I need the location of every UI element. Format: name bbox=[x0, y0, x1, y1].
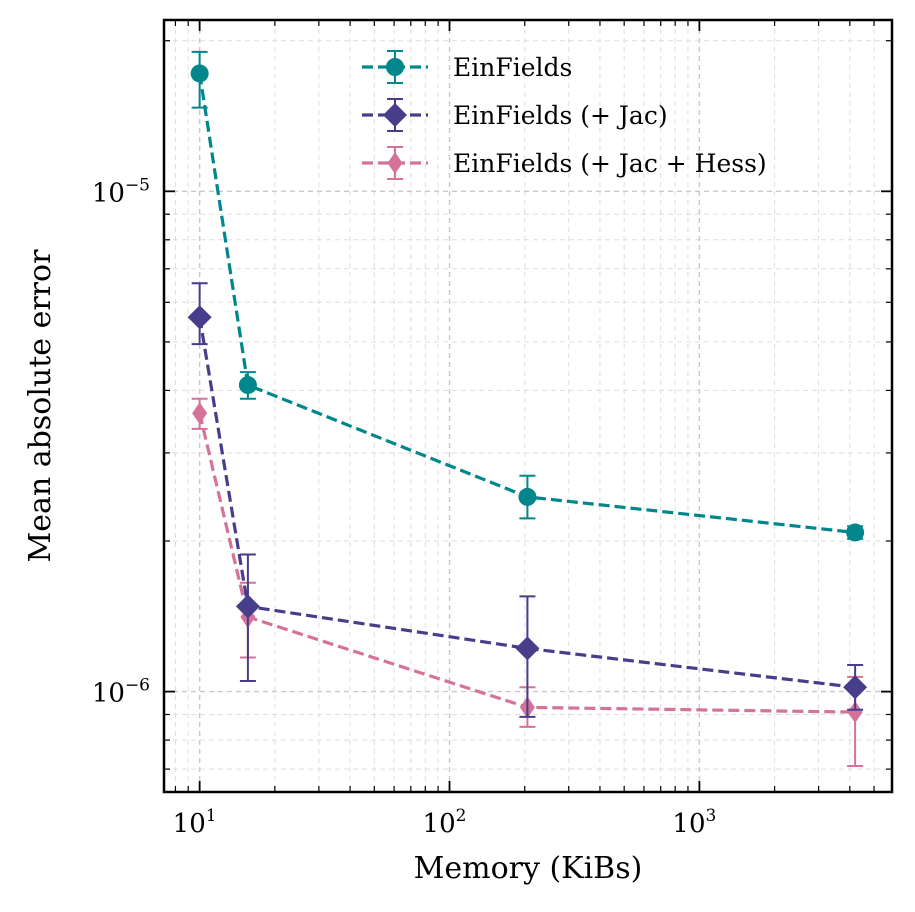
data-point bbox=[190, 64, 209, 83]
legend-marker bbox=[387, 152, 403, 174]
legend-label: EinFields bbox=[453, 53, 572, 82]
x-tick-label: 103 bbox=[672, 806, 716, 839]
series-line bbox=[198, 73, 856, 535]
series-line bbox=[198, 412, 856, 714]
x-axis-label: Memory (KiBs) bbox=[414, 851, 643, 886]
x-tick-label: 102 bbox=[423, 806, 467, 839]
series-line bbox=[198, 317, 856, 689]
data-point bbox=[235, 594, 260, 619]
data-point bbox=[846, 523, 865, 542]
series-einfields-jac bbox=[187, 282, 868, 718]
legend: EinFields EinFields (+ Jac) EinFields (+ J… bbox=[362, 50, 767, 180]
data-point bbox=[238, 376, 257, 395]
data-point bbox=[192, 402, 208, 425]
ticks-layer bbox=[164, 20, 892, 792]
legend-item-einfields-jac: EinFields (+ Jac) bbox=[362, 98, 668, 132]
tick-labels: 101 102 103 10−5 10−6 bbox=[92, 175, 717, 839]
legend-label: EinFields (+ Jac) bbox=[453, 101, 668, 130]
plot-frame bbox=[162, 18, 894, 794]
x-tick-label: 101 bbox=[173, 806, 217, 839]
data-point bbox=[518, 487, 537, 506]
data-point bbox=[187, 305, 212, 330]
legend-marker bbox=[386, 58, 404, 76]
y-axis-label: Mean absolute error bbox=[23, 249, 58, 563]
data-point bbox=[847, 701, 863, 724]
legend-label: EinFields (+ Jac + Hess) bbox=[453, 149, 767, 178]
series-layer bbox=[187, 50, 868, 768]
data-point bbox=[843, 675, 868, 700]
legend-item-einfields: EinFields bbox=[362, 50, 572, 84]
y-tick-label: 10−6 bbox=[92, 676, 150, 709]
series-einfields bbox=[190, 50, 865, 542]
data-point bbox=[515, 636, 540, 661]
legend-item-einfields-jac-hess: EinFields (+ Jac + Hess) bbox=[362, 146, 767, 180]
legend-marker bbox=[383, 103, 407, 127]
y-tick-label: 10−5 bbox=[92, 175, 150, 208]
